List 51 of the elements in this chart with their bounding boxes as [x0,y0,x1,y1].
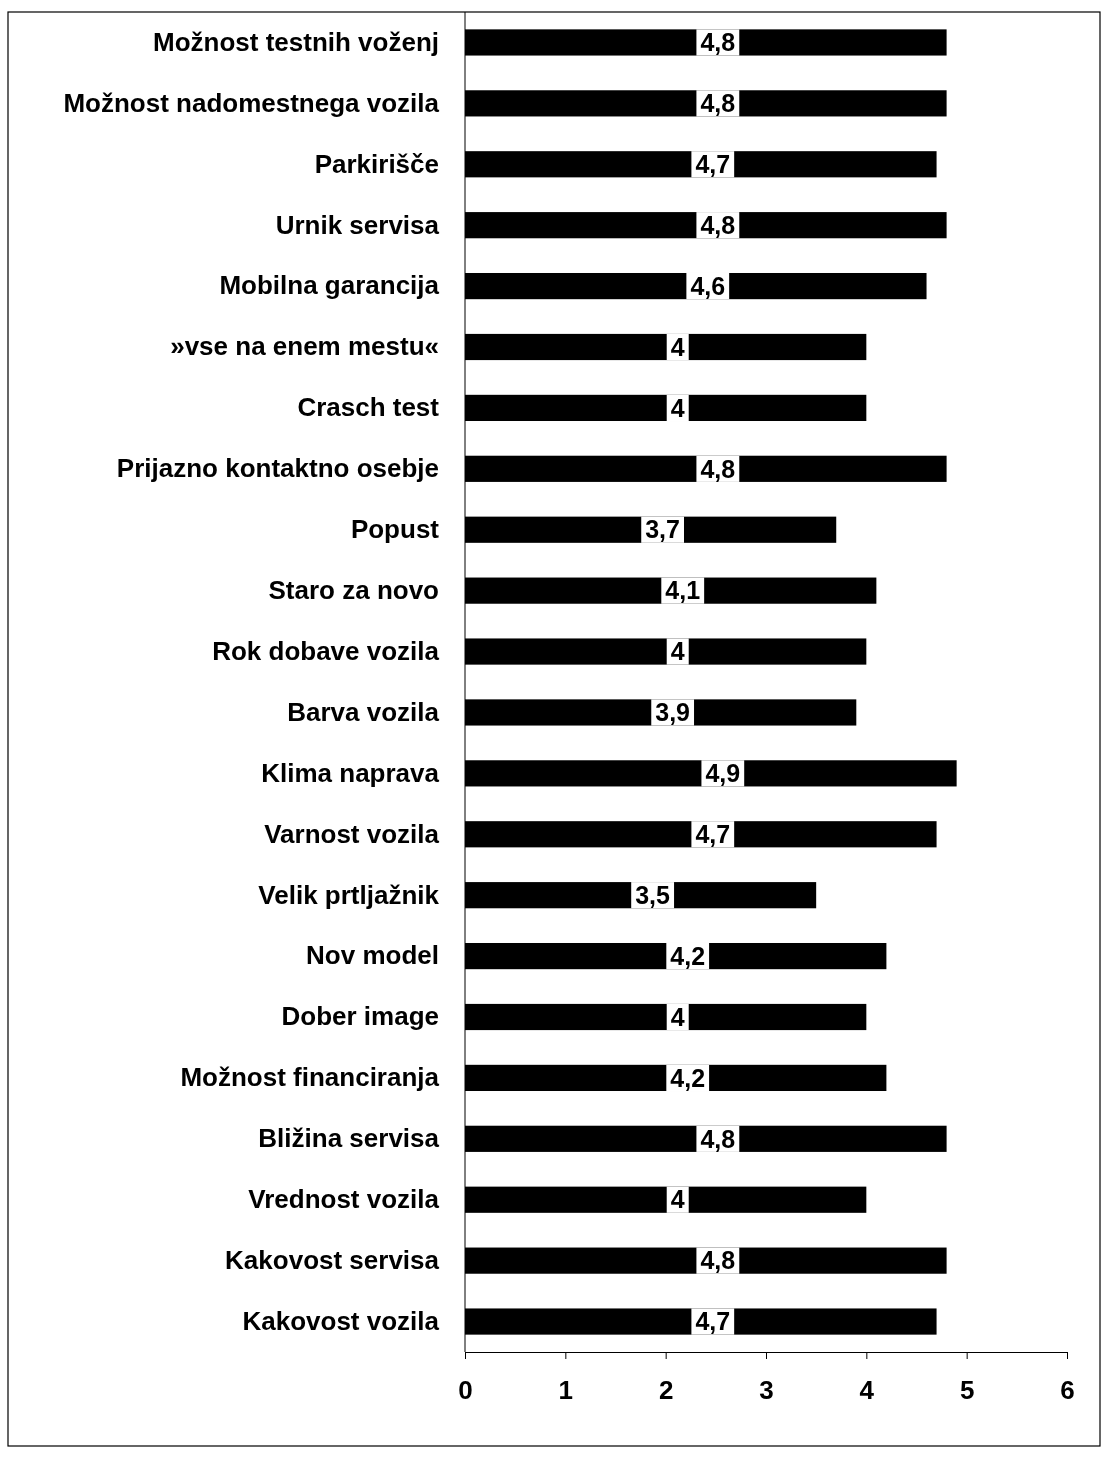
y-tick-label: Možnost testnih voženj [153,26,439,57]
data-label: 4,2 [670,1063,706,1092]
y-tick-label: Parkirišče [314,148,439,179]
y-tick-label: Crasch test [297,392,440,423]
data-label: 4,7 [695,1307,731,1336]
x-tick-label: 5 [959,1375,975,1406]
data-label: 4,8 [700,1246,736,1275]
data-label: 4,1 [665,576,701,605]
data-label: 4 [670,1185,685,1214]
y-tick-label: Popust [350,514,440,545]
y-tick-label: Možnost financiranja [180,1062,440,1093]
data-label: 3,7 [645,515,680,544]
data-label: 4,6 [690,271,726,300]
data-label: 4 [670,393,685,422]
y-tick-label: Mobilna garancija [219,270,440,301]
data-label: 4 [670,332,685,361]
y-tick-label: »vse na enem mestu« [170,331,439,362]
y-tick-label: Vrednost vozila [248,1184,440,1215]
y-tick-label: Dober image [281,1001,439,1032]
x-tick-label: 1 [558,1375,574,1406]
y-tick-label: Urnik servisa [275,209,440,240]
y-tick-label: Klima naprava [261,757,440,788]
y-tick-label: Nov model [306,940,439,971]
x-tick-label: 3 [759,1375,774,1406]
x-tick-label: 4 [859,1375,875,1406]
data-label: 4,2 [670,941,706,970]
data-label: 3,9 [655,698,691,727]
y-tick-label: Kakovost servisa [225,1244,440,1275]
x-tick-label: 0 [458,1375,473,1406]
data-label: 4,7 [695,820,731,849]
y-tick-label: Prijazno kontaktno osebje [116,453,439,484]
y-tick-label: Bližina servisa [258,1123,440,1154]
y-tick-label: Rok dobave vozila [212,635,440,666]
x-tick-label: 6 [1060,1375,1075,1406]
data-label: 4,8 [700,454,736,483]
data-label: 4,9 [705,759,741,788]
data-label: 3,5 [635,880,671,909]
data-label: 4,8 [700,89,736,118]
data-label: 4,8 [700,210,736,239]
data-label: 4,8 [700,1124,736,1153]
y-tick-label: Velik prtljažnik [258,879,440,910]
x-tick-label: 2 [658,1375,674,1406]
y-tick-label: Barva vozila [287,696,440,727]
y-tick-label: Možnost nadomestnega vozila [63,87,440,118]
data-label: 4,8 [700,28,736,57]
y-tick-label: Kakovost vozila [242,1305,440,1336]
data-label: 4 [670,637,685,666]
data-label: 4,7 [695,150,731,179]
data-label: 4 [670,1002,685,1031]
y-tick-label: Varnost vozila [264,818,440,849]
y-tick-label: Staro za novo [268,574,439,605]
